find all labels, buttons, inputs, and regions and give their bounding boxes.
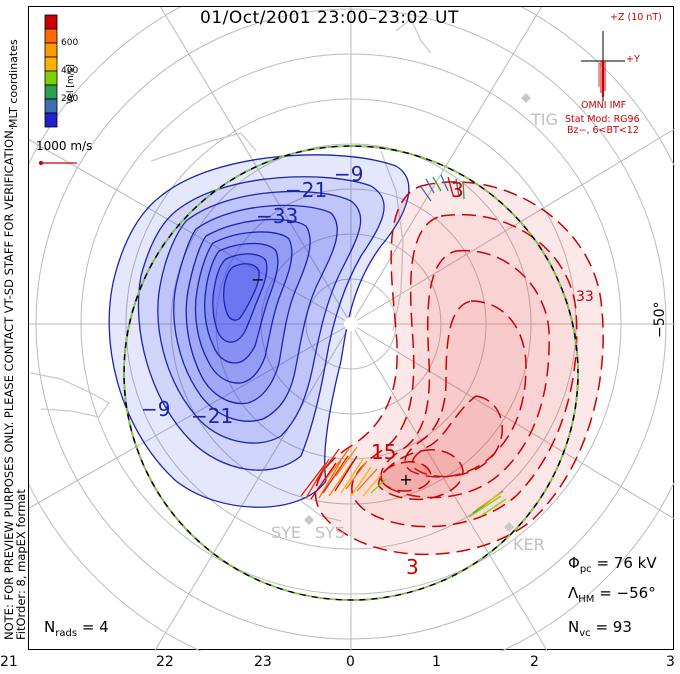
stat-nrads: Nrads = 4 — [44, 618, 109, 639]
colorbar-tick-200: 200 — [61, 94, 79, 104]
contour-label-pos-4: 33 — [576, 289, 594, 305]
station-label-ker: KER — [513, 535, 545, 554]
velocity-colorbar — [44, 14, 58, 128]
stat-phi: Φpc = 76 kV — [568, 554, 657, 575]
station-label-tig: TIG — [530, 110, 558, 129]
convection-map: − + −9 −21 −33 −9 −21 3 15 3 33 TIG SYE … — [29, 7, 675, 651]
stat-nvc: Nvc = 93 — [568, 618, 632, 639]
scale-vector-label: 1000 m/s — [36, 139, 93, 153]
map-frame: − + −9 −21 −33 −9 −21 3 15 3 33 TIG SYE … — [28, 6, 675, 651]
contour-label-neg-3: −33 — [256, 204, 298, 228]
page-title: 01/Oct/2001 23:00–23:02 UT — [200, 8, 459, 28]
imf-model: Stat Mod: RG96 — [565, 114, 640, 125]
colorbar-tick-400: 400 — [61, 66, 79, 76]
station-markers — [304, 93, 531, 532]
coords-label: MLT coordinates — [7, 39, 20, 128]
x-tick-22: 22 — [156, 654, 174, 670]
imf-condition: Bz−, 6<BT<12 — [567, 125, 639, 136]
contour-label-pos-2: 15 — [371, 440, 396, 464]
contour-label-pos-1: 3 — [451, 178, 464, 202]
x-tick-23: 23 — [254, 654, 272, 670]
contour-label-neg-1: −9 — [334, 162, 363, 186]
maximum-marker: + — [399, 470, 412, 489]
positive-cell — [314, 181, 604, 556]
station-label-sye: SYE — [271, 523, 301, 542]
imf-source: OMNI IMF — [581, 100, 627, 111]
station-label-sys: SYS — [315, 523, 345, 542]
latitude-label: −50° — [652, 301, 668, 338]
x-tick-3: 3 — [666, 654, 675, 670]
stat-lambda: ΛHM = −56° — [568, 584, 656, 605]
minimum-marker: − — [251, 270, 264, 289]
negative-cell — [108, 154, 410, 508]
colorbar-tick-600: 600 — [61, 38, 79, 48]
x-tick-21: 21 — [0, 654, 18, 670]
fit-order: FitOrder: 8, mapEX format — [14, 489, 28, 640]
pole-marker — [344, 317, 358, 331]
contour-label-neg-2: −21 — [285, 178, 327, 202]
scale-vector — [38, 160, 77, 166]
velocity-vectors — [300, 174, 507, 518]
x-tick-2: 2 — [530, 654, 539, 670]
imf-dial — [581, 31, 625, 101]
contour-label-neg-5: −21 — [191, 404, 233, 428]
contour-label-neg-4: −9 — [141, 397, 170, 421]
contour-label-pos-3: 3 — [406, 555, 419, 579]
x-tick-1: 1 — [432, 654, 441, 670]
x-tick-0: 0 — [346, 654, 355, 670]
coastlines — [30, 18, 432, 522]
imf-y-label: +Y — [626, 54, 640, 65]
imf-z-label: +Z (10 nT) — [610, 12, 662, 23]
hm-boundary-dash — [123, 145, 579, 601]
